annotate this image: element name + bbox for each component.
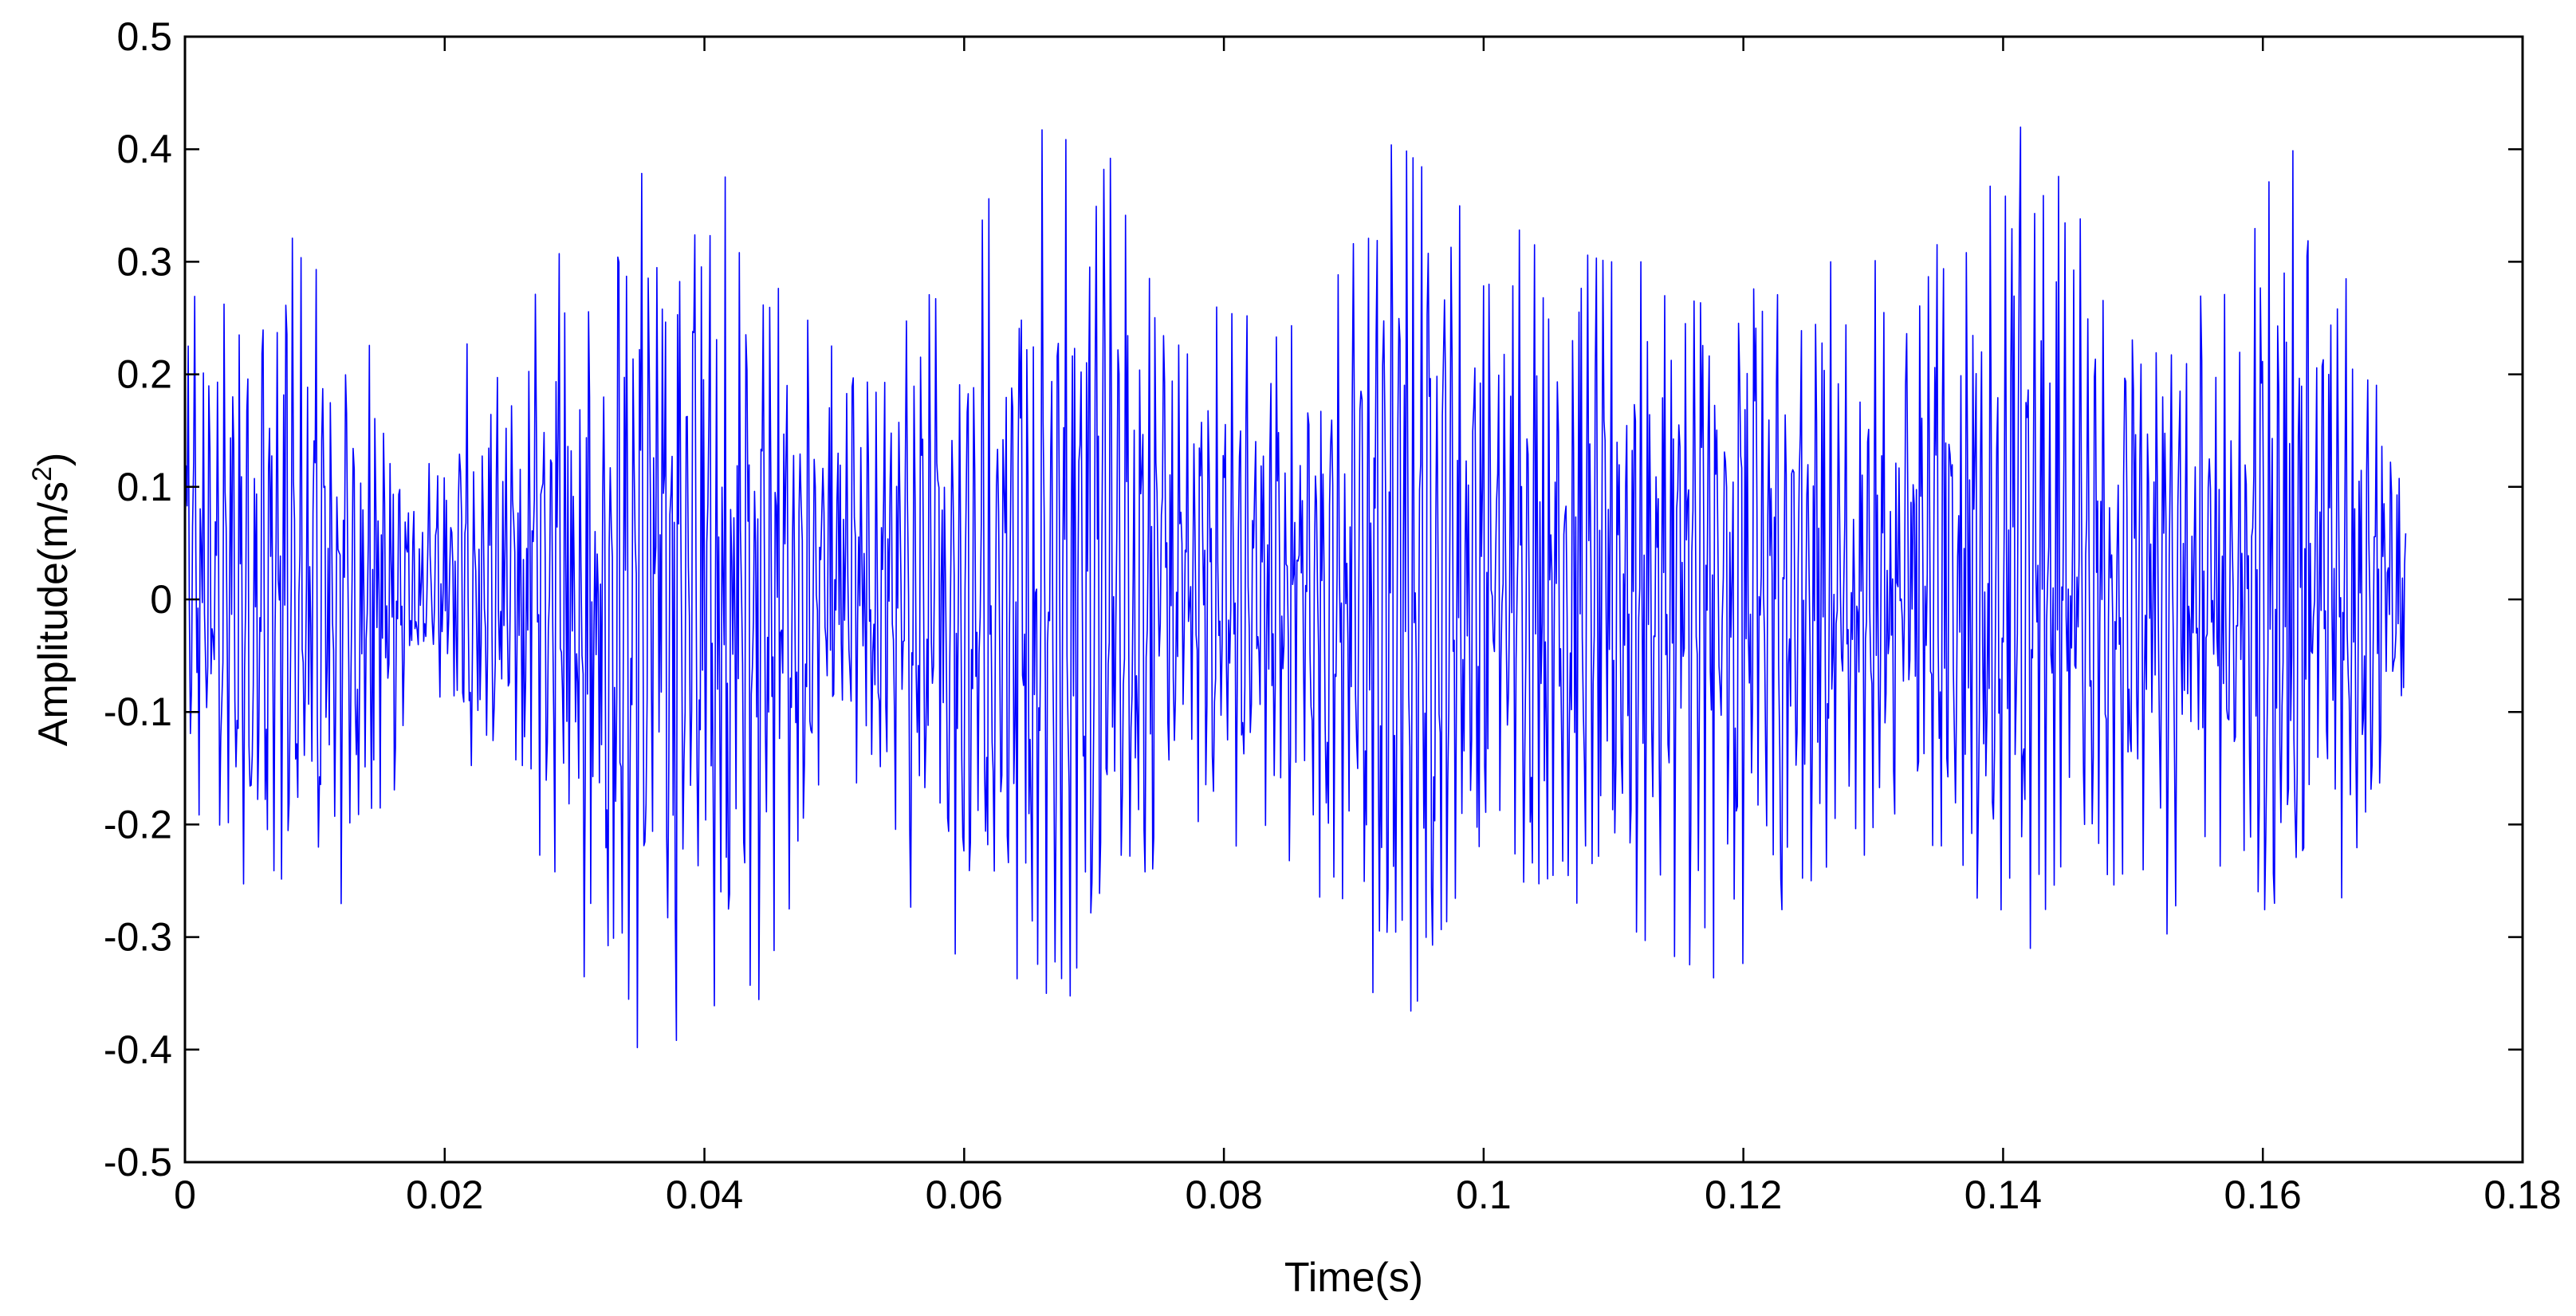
y-axis-label: Amplitude(m/s2) (27, 453, 77, 747)
x-tick-labels: 0 0.02 0.04 0.06 0.08 0.1 0.12 0.14 0.16 0.18 (174, 1173, 2562, 1217)
x-tick-label: 0.12 (1705, 1173, 1782, 1217)
x-tick-label: 0.1 (1456, 1173, 1512, 1217)
x-axis-label: Time(s) (1284, 1255, 1423, 1301)
y-tick-label: 0.4 (116, 127, 172, 171)
signal-line (184, 126, 2407, 1049)
y-tick-label: -0.3 (104, 915, 172, 960)
x-tick-label: 0.02 (406, 1173, 483, 1217)
y-axis-label-superscript: 2 (27, 466, 57, 481)
y-tick-label: 0.5 (116, 14, 172, 59)
y-axis-label-suffix: ) (30, 453, 77, 466)
x-tick-label: 0 (174, 1173, 196, 1217)
x-tick-label: 0.14 (1964, 1173, 2042, 1217)
y-tick-label: 0.1 (116, 465, 172, 509)
y-tick-label: -0.1 (104, 689, 172, 734)
y-tick-labels: -0.5 -0.4 -0.3 -0.2 -0.1 0 0.1 0.2 0.3 0.4 0.5 (104, 14, 172, 1184)
y-tick-label: 0.2 (116, 352, 172, 397)
plot-area (185, 37, 2523, 1162)
x-tick-label: 0.04 (666, 1173, 743, 1217)
y-tick-label: 0 (150, 577, 172, 622)
y-tick-label: -0.2 (104, 802, 172, 847)
x-tick-label: 0.08 (1185, 1173, 1262, 1217)
y-tick-label: -0.5 (104, 1140, 172, 1184)
signal-layer (184, 126, 2407, 1049)
y-tick-label: 0.3 (116, 239, 172, 284)
ticks-layer (183, 35, 2524, 1164)
y-axis-label-main: Amplitude(m/s (30, 481, 77, 746)
x-tick-label: 0.16 (2224, 1173, 2302, 1217)
x-tick-label: 0.06 (926, 1173, 1003, 1217)
y-tick-label: -0.4 (104, 1027, 172, 1072)
x-tick-label: 0.18 (2484, 1173, 2561, 1217)
